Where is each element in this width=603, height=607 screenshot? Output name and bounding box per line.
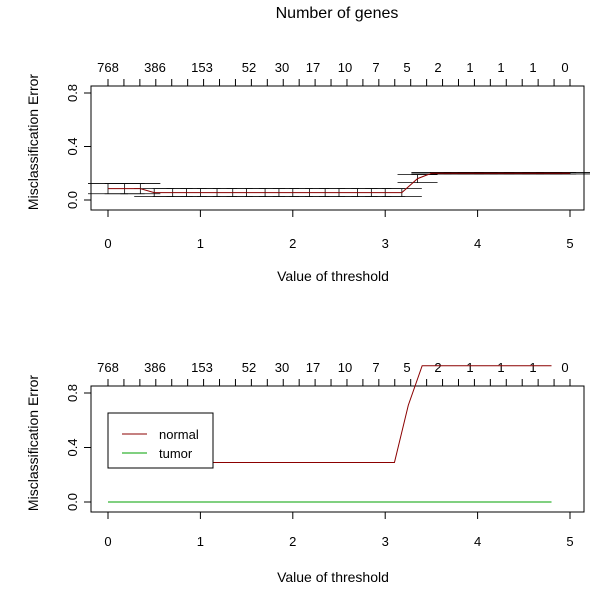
top-axis-label: 386 (144, 360, 166, 375)
chart-title: Number of genes (276, 5, 399, 22)
x-tick-label: 3 (382, 236, 389, 251)
x-tick-label: 4 (474, 534, 481, 549)
top-axis-label: 768 (97, 60, 119, 75)
x-axis-title: Value of threshold (277, 268, 389, 284)
top-axis-label: 1 (529, 60, 536, 75)
top-axis-label: 30 (275, 60, 289, 75)
x-tick-label: 4 (474, 236, 481, 251)
top-axis-label: 52 (242, 360, 256, 375)
top-axis-label: 768 (97, 360, 119, 375)
legend-label: tumor (159, 446, 193, 461)
y-tick-label: 0.0 (65, 191, 80, 209)
top-axis-label: 52 (242, 60, 256, 75)
top-axis-label: 1 (466, 360, 473, 375)
x-tick-label: 0 (104, 236, 111, 251)
top-axis-label: 1 (466, 60, 473, 75)
top-axis-label: 1 (497, 60, 504, 75)
y-tick-label: 0.4 (65, 137, 80, 155)
top-axis-label: 10 (338, 60, 352, 75)
legend (107, 412, 214, 469)
top-axis-label: 153 (191, 60, 213, 75)
y-tick-label: 0.8 (65, 84, 80, 102)
x-axis-title: Value of threshold (277, 569, 389, 585)
x-tick-label: 5 (566, 534, 573, 549)
x-tick-label: 3 (382, 534, 389, 549)
top-axis-label: 30 (275, 360, 289, 375)
top-axis-label: 386 (144, 60, 166, 75)
top-axis-label: 153 (191, 360, 213, 375)
top-axis-label: 1 (529, 360, 536, 375)
x-tick-label: 1 (197, 236, 204, 251)
y-axis-title: Misclassification Error (25, 74, 41, 210)
top-axis-label: 2 (434, 60, 441, 75)
x-tick-label: 2 (289, 236, 296, 251)
series-line (108, 172, 570, 194)
x-tick-label: 0 (104, 534, 111, 549)
top-axis-label: 17 (306, 360, 320, 375)
y-tick-label: 0.4 (65, 438, 80, 456)
top-axis-label: 2 (434, 360, 441, 375)
top-axis-label: 1 (497, 360, 504, 375)
top-axis-label: 7 (372, 60, 379, 75)
legend-label: normal (159, 427, 199, 442)
top-axis-label: 17 (306, 60, 320, 75)
x-tick-label: 1 (197, 534, 204, 549)
y-tick-label: 0.0 (65, 493, 80, 511)
y-axis-title: Misclassification Error (25, 375, 41, 511)
y-tick-label: 0.8 (65, 384, 80, 402)
top-axis-label: 5 (403, 60, 410, 75)
top-axis-label: 0 (561, 360, 568, 375)
top-axis-label: 10 (338, 360, 352, 375)
x-tick-label: 5 (566, 236, 573, 251)
top-axis-label: 5 (403, 360, 410, 375)
top-axis-label: 0 (561, 60, 568, 75)
x-tick-label: 2 (289, 534, 296, 549)
top-axis-label: 7 (372, 360, 379, 375)
plot-box (90, 85, 585, 211)
